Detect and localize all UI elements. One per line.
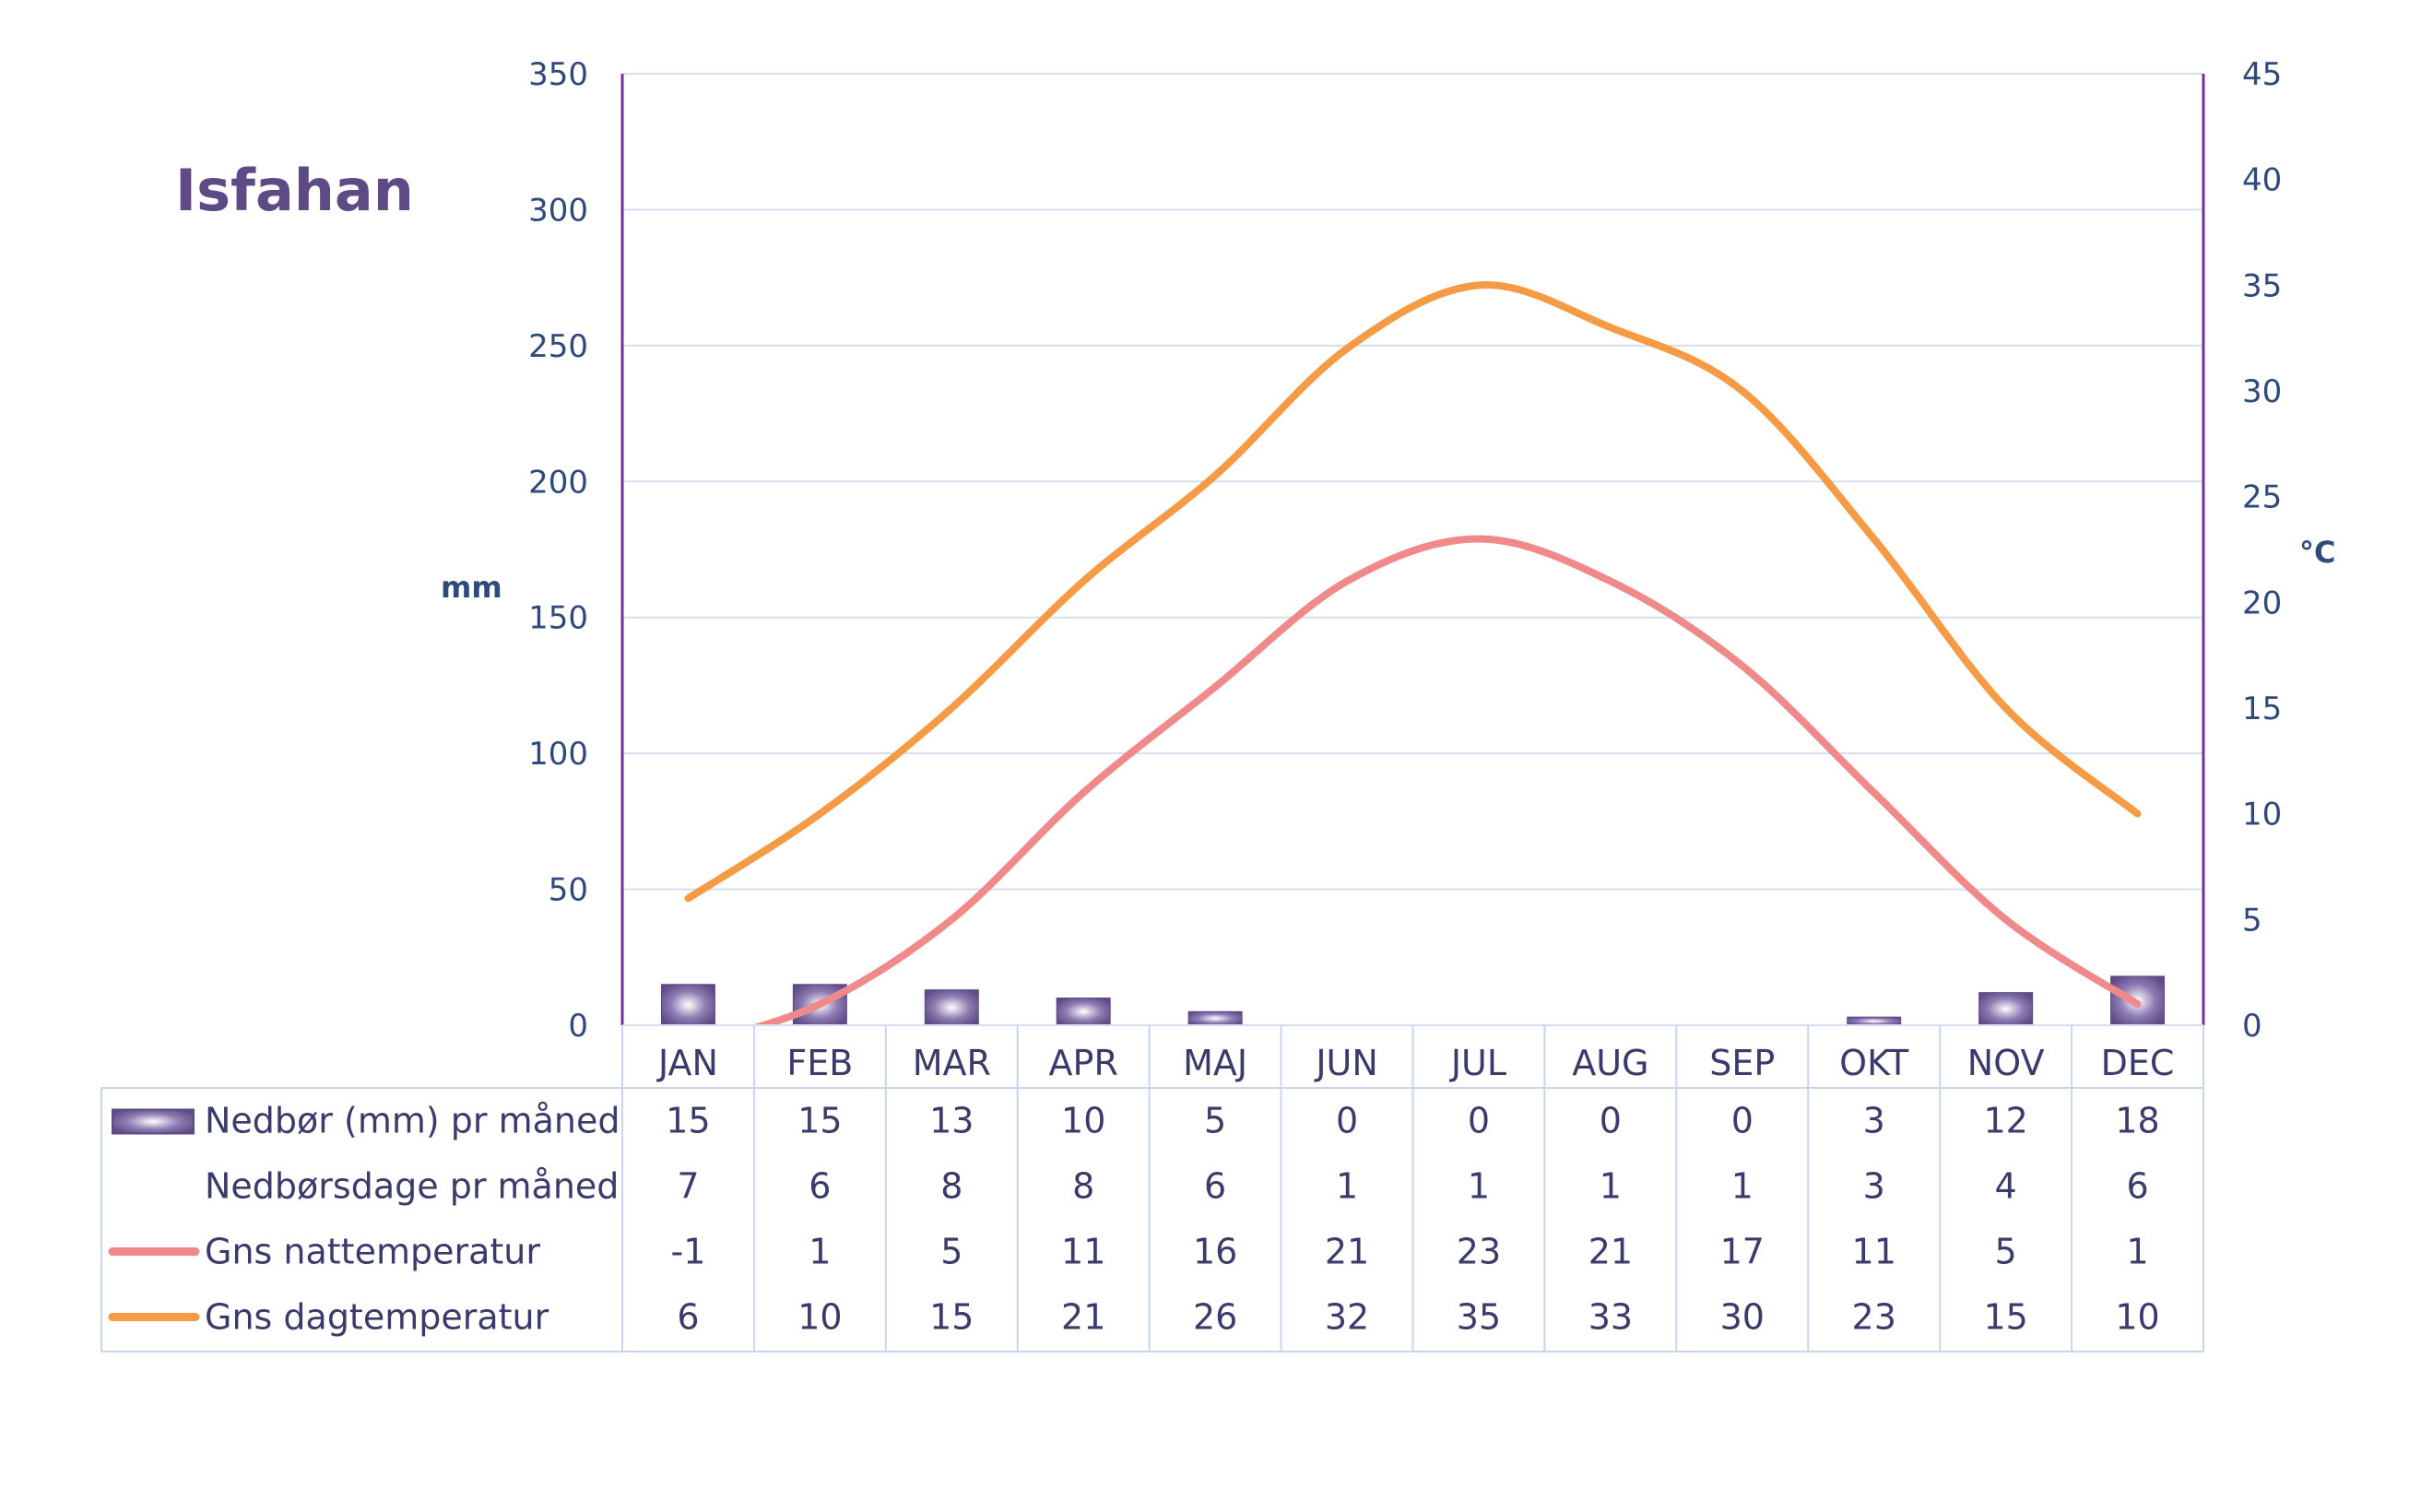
y-tick-label-left: 250 [528,328,588,365]
x-tick-label: MAR [913,1043,991,1083]
table-cell: 0 [1336,1101,1358,1141]
precip-bar [660,984,715,1026]
y-tick-label-right: 25 [2242,479,2282,516]
night-temp-line [750,535,2142,1025]
table-cell: 0 [1600,1101,1622,1141]
table-cell: 1 [1600,1166,1622,1207]
table-cell: 5 [1995,1232,2017,1272]
table-row-label: Nedbør (mm) pr måned [205,1101,620,1141]
table-cell: 30 [1720,1297,1765,1338]
table-cell: 3 [1863,1166,1885,1207]
precip-bar [1187,1010,1243,1026]
gridlines [622,73,2203,891]
x-tick-label: MAJ [1183,1043,1247,1083]
table-cell: 6 [809,1166,831,1207]
table-cell: 21 [1061,1297,1105,1338]
table-cell: 1 [2126,1232,2148,1272]
table-cell: 1 [1731,1166,1754,1207]
table-cell: 1 [1336,1166,1358,1207]
y-tick-label-left: 200 [528,464,588,501]
y-tick-label-right: 40 [2242,162,2282,199]
table-cell: 18 [2115,1101,2159,1141]
x-tick-label: JUN [1314,1043,1377,1083]
y-tick-label-right: 5 [2242,902,2262,939]
y-tick-label-left: 350 [528,56,588,93]
table-cell: 16 [1193,1232,1237,1272]
data-table: JAN FEB MAR APR MAJ JUN JUL AUG SEP OKT NOV DEC Nedb… [100,1025,2204,1353]
y-tick-label-right: 45 [2242,56,2282,93]
table-cell: -1 [671,1232,706,1272]
x-tick-label: OKT [1839,1043,1909,1083]
table-cell: 35 [1457,1297,1501,1338]
y-tick-label-left: 50 [549,872,588,909]
y-tick-label-right: 35 [2242,267,2282,304]
table-cell: 6 [677,1297,699,1338]
y-tick-label-right: 20 [2242,585,2282,621]
precip-bar [924,989,979,1026]
y-tick-label-left: 150 [528,600,588,637]
table-cell: 11 [1061,1232,1105,1272]
y-tick-label-right: 0 [2242,1008,2262,1045]
table-cell: 10 [1061,1101,1105,1141]
table-cell: 8 [1072,1166,1094,1207]
table-cell: 6 [1204,1166,1226,1207]
table-cell: 6 [2126,1166,2148,1207]
table-cell: 1 [1468,1166,1490,1207]
temperature-lines [684,281,2142,1025]
table-cell: 15 [666,1101,710,1141]
y-tick-label-left: 100 [528,736,588,773]
table-cell: 12 [1983,1101,2027,1141]
table-cell: 8 [940,1166,962,1207]
table-cell: 26 [1193,1297,1237,1338]
table-cell: 33 [1588,1297,1633,1338]
table-cell: 32 [1325,1297,1369,1338]
y-tick-label-right: 15 [2242,691,2282,727]
x-tick-label: APR [1049,1043,1118,1083]
table-cell: 23 [1852,1297,1896,1338]
table-cell: 7 [677,1166,699,1207]
table-cell: 21 [1588,1232,1633,1272]
x-tick-label: JUL [1449,1043,1506,1083]
y-axis-label-left: mm [441,570,502,605]
table-cell: 21 [1325,1232,1369,1272]
day-temp-line [684,281,2142,903]
y-tick-label-right: 30 [2242,373,2282,410]
legend-key-bar [112,1108,195,1135]
table-cell: 0 [1731,1101,1754,1141]
precip-bar [1978,992,2034,1026]
table-cell: 4 [1995,1166,2017,1207]
table-cell: 23 [1457,1232,1501,1272]
precip-bar [1056,998,1111,1026]
table-cell: 13 [929,1101,974,1141]
x-tick-label: DEC [2101,1043,2175,1083]
table-row-label: Nedbørsdage pr måned [205,1166,619,1207]
table-row-label: Gns nattemperatur [205,1232,540,1272]
x-tick-label: AUG [1572,1043,1648,1083]
x-tick-label: FEB [786,1043,853,1083]
table-cell: 5 [1204,1101,1226,1141]
y-tick-label-right: 10 [2242,797,2282,833]
table-cell: 10 [797,1297,842,1338]
table-cell: 11 [1852,1232,1896,1272]
y-tick-label-left: 300 [528,192,588,229]
table-cell: 15 [797,1101,842,1141]
x-tick-label: SEP [1709,1043,1775,1083]
table-row-label: Gns dagtemperatur [205,1297,549,1338]
x-tick-label: JAN [656,1043,718,1083]
table-cell: 10 [2115,1297,2159,1338]
table-cell: 15 [1983,1297,2027,1338]
x-tick-label: NOV [1967,1043,2045,1083]
table-cell: 5 [940,1232,962,1272]
table-cell: 3 [1863,1101,1885,1141]
chart-title: Isfahan [175,157,414,224]
table-cell: 1 [809,1232,831,1272]
table-cell: 17 [1720,1232,1765,1272]
table-cell: 0 [1468,1101,1490,1141]
precipitation-bars [660,975,2166,1026]
precip-bar [1847,1016,1902,1026]
y-tick-label-left: 0 [568,1008,588,1045]
y-axis-label-right: °C [2299,535,2336,570]
table-cell: 15 [929,1297,974,1338]
